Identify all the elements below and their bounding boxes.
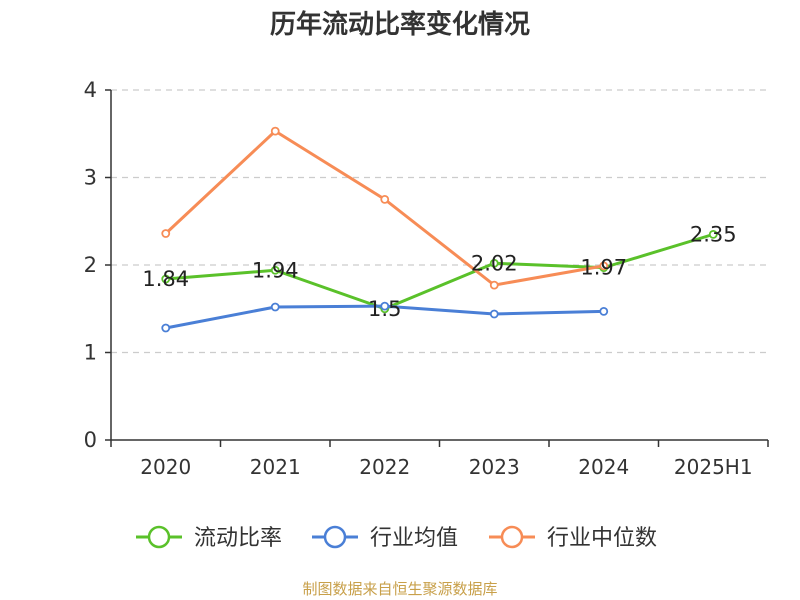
data-point	[599, 306, 609, 316]
data-point	[489, 258, 499, 268]
legend-label: 行业中位数	[547, 526, 657, 551]
data-label: 1.84	[142, 267, 189, 291]
legend-marker	[147, 525, 171, 549]
data-point	[489, 309, 499, 319]
source-footer: 制图数据来自恒生聚源数据库	[302, 580, 498, 598]
legend-marker	[500, 525, 524, 549]
data-point	[380, 194, 390, 204]
data-point	[270, 265, 280, 275]
legend-label: 行业均值	[370, 526, 458, 551]
data-point	[161, 323, 171, 333]
x-tick-label: 2023	[469, 455, 520, 479]
data-label: 1.97	[580, 256, 627, 280]
chart-title: 历年流动比率变化情况	[269, 10, 530, 40]
data-point	[161, 229, 171, 238]
y-tick-label: 4	[84, 78, 97, 102]
x-tick-label: 2021	[250, 455, 301, 479]
data-point	[270, 302, 280, 312]
data-label: 1.94	[252, 258, 299, 282]
legend-label: 流动比率	[194, 526, 282, 551]
legend-marker	[323, 525, 347, 549]
data-point	[380, 301, 390, 311]
data-point	[270, 126, 280, 136]
legend-item[interactable]: 流动比率	[136, 525, 282, 551]
x-tick-label: 2025H1	[674, 455, 753, 479]
x-tick-label: 2024	[578, 455, 629, 479]
x-tick-label: 2022	[359, 455, 410, 479]
data-point	[161, 274, 171, 284]
series-line	[164, 129, 605, 287]
y-tick-label: 0	[84, 428, 97, 452]
data-point	[599, 261, 609, 271]
legend-item[interactable]: 行业均值	[312, 525, 458, 551]
y-tick-label: 3	[84, 166, 97, 190]
data-point	[708, 229, 718, 239]
series-line	[165, 232, 714, 311]
data-label: 1.5	[368, 297, 401, 321]
data-point	[489, 280, 499, 290]
data-label: 2.35	[690, 222, 737, 246]
data-label: 2.02	[471, 251, 518, 275]
y-tick-label: 2	[84, 253, 97, 277]
y-tick-label: 1	[84, 341, 97, 365]
x-tick-label: 2020	[140, 455, 191, 479]
legend-item[interactable]: 行业中位数	[489, 525, 657, 551]
